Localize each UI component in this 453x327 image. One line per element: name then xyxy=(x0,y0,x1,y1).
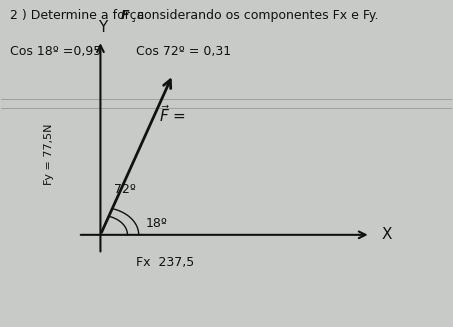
Text: considerando os componentes Fx e Fy.: considerando os componentes Fx e Fy. xyxy=(133,9,379,23)
Text: $\vec{F}$ =: $\vec{F}$ = xyxy=(159,104,186,125)
Text: Cos 18º =0,95: Cos 18º =0,95 xyxy=(10,45,101,58)
Text: F: F xyxy=(121,9,130,23)
Text: X: X xyxy=(382,227,392,242)
Text: Fx  237,5: Fx 237,5 xyxy=(136,256,195,269)
Text: Fy = 77,5N: Fy = 77,5N xyxy=(43,123,53,184)
Text: 2 ) Determine a força: 2 ) Determine a força xyxy=(10,9,149,23)
Text: 72º: 72º xyxy=(114,183,136,196)
Text: Cos 72º = 0,31: Cos 72º = 0,31 xyxy=(136,45,231,58)
Text: Y: Y xyxy=(98,20,107,35)
Text: 18º: 18º xyxy=(145,217,167,230)
